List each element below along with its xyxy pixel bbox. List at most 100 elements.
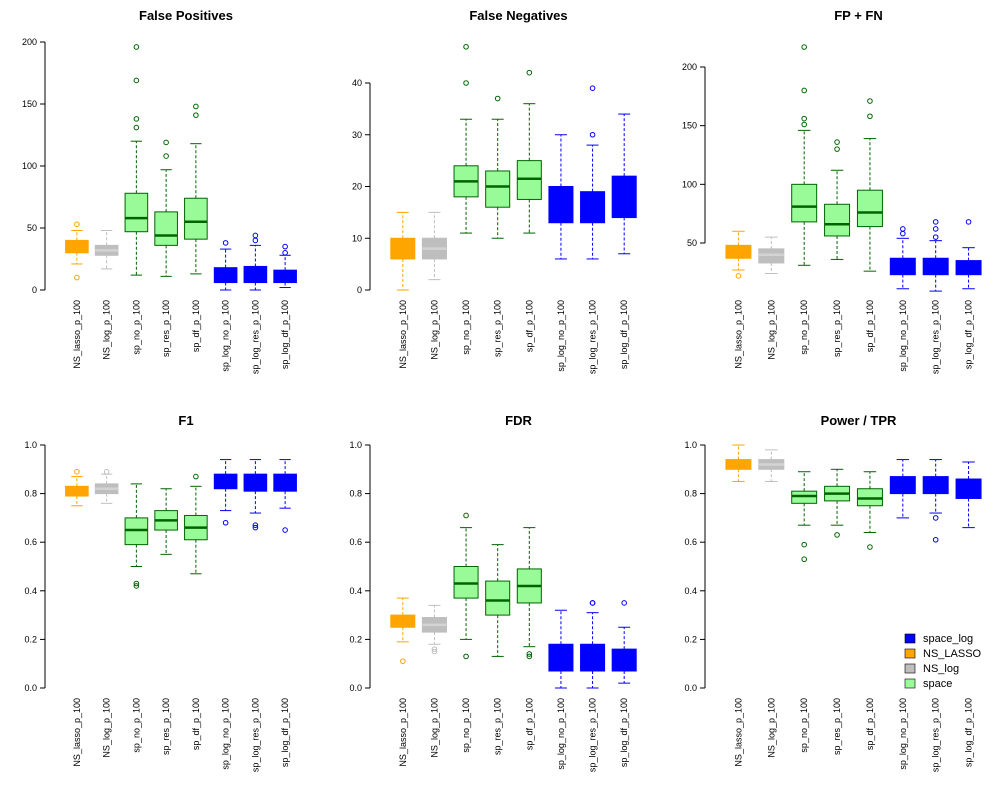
panel-title: FDR: [505, 413, 532, 428]
y-tick-label: 200: [22, 37, 37, 47]
box-sp_df_p_100: [184, 473, 208, 575]
y-tick-label: 100: [682, 179, 697, 189]
x-tick-label: sp_log_df_p_100: [280, 300, 290, 369]
panel-title: FP + FN: [834, 8, 883, 23]
x-tick-label: sp_no_p_100: [461, 698, 471, 753]
panel-title: False Positives: [139, 8, 233, 23]
box-sp_no_p_100: [791, 471, 818, 563]
x-tick-label: sp_no_p_100: [799, 300, 809, 355]
y-tick-label: 200: [682, 62, 697, 72]
x-tick-label: NS_lasso_p_100: [398, 698, 408, 767]
outlier-point: [252, 522, 259, 528]
panel-title: Power / TPR: [821, 413, 897, 428]
x-tick-label: sp_log_no_p_100: [898, 300, 908, 372]
box-NS_lasso_p_100: [65, 468, 89, 507]
x-tick-label: sp_log_res_p_100: [588, 300, 598, 374]
panel-6: Power / TPR 0.0 0.2 0.4 0.6 0.8 1.0 NS_lasso_p_…: [684, 413, 982, 772]
y-tick-label: 0.2: [684, 634, 697, 644]
box-sp_log_df_p_100: [273, 243, 297, 289]
y-tick-label: 0.6: [684, 537, 697, 547]
box-NS_log_p_100: [94, 229, 119, 270]
outlier-point: [163, 139, 169, 146]
iqr-box: [791, 183, 818, 223]
outlier-point: [74, 221, 80, 228]
y-tick-label: 150: [682, 121, 697, 131]
outlier-point: [589, 600, 596, 606]
box-sp_res_p_100: [824, 139, 851, 260]
outlier-point: [526, 653, 533, 660]
box-sp_no_p_100: [453, 512, 479, 660]
y-tick-label: 0.4: [24, 586, 37, 596]
x-tick-label: sp_log_res_p_100: [588, 698, 598, 772]
outlier-point: [801, 556, 807, 563]
box-NS_lasso_p_100: [65, 221, 89, 281]
outlier-point: [133, 580, 140, 587]
x-tick-label: NS_log_p_100: [102, 300, 112, 360]
x-tick-label: sp_df_p_100: [524, 698, 534, 750]
outlier-point: [463, 653, 469, 660]
box-sp_log_res_p_100: [922, 459, 949, 543]
outlier-point: [801, 121, 807, 128]
box-NS_lasso_p_100: [390, 597, 416, 665]
x-tick-label: sp_log_res_p_100: [931, 698, 941, 772]
box-sp_log_no_p_100: [548, 134, 574, 260]
box-sp_no_p_100: [791, 44, 818, 266]
x-tick-label: NS_log_p_100: [102, 698, 112, 758]
outlier-point: [834, 532, 840, 538]
outlier-point: [431, 646, 438, 652]
outlier-point: [801, 541, 807, 548]
iqr-box: [580, 191, 606, 224]
iqr-box: [485, 170, 511, 208]
outlier-point: [526, 651, 533, 657]
outlier-point: [463, 43, 469, 50]
outlier-point: [163, 153, 169, 159]
box-sp_df_p_100: [516, 527, 542, 660]
iqr-box: [485, 580, 511, 616]
x-tick-label: sp_log_df_p_100: [964, 300, 974, 369]
iqr-box: [184, 197, 208, 240]
y-tick-label: 0: [357, 285, 362, 295]
legend-swatch-NS_lasso: [904, 648, 916, 659]
legend-label-space: space: [923, 678, 952, 690]
iqr-box: [824, 203, 851, 237]
outlier-point: [801, 115, 807, 122]
outlier-point: [801, 44, 807, 50]
y-tick-label: 0.6: [24, 537, 37, 547]
outlier-point: [133, 124, 140, 131]
iqr-box: [516, 160, 542, 200]
x-tick-label: sp_res_p_100: [161, 698, 171, 755]
x-tick-label: sp_log_df_p_100: [619, 698, 629, 767]
y-tick-label: 0.0: [349, 683, 362, 693]
y-tick-label: 0.0: [684, 683, 697, 693]
box-sp_df_p_100: [856, 98, 883, 272]
box-NS_log_p_100: [758, 236, 785, 275]
x-tick-label: NS_lasso_p_100: [398, 300, 408, 369]
panel-4: F1 0.0 0.2 0.4 0.6 0.8 1.0 NS_lasso_p_100 NS_log…: [24, 413, 297, 772]
box-sp_res_p_100: [154, 488, 178, 555]
outlier-point: [867, 113, 873, 120]
outlier-point: [252, 237, 259, 244]
y-tick-label: 0.4: [684, 586, 697, 596]
box-NS_log_p_100: [421, 604, 447, 655]
box-NS_lasso_p_100: [390, 211, 416, 291]
y-tick-label: 0.8: [684, 489, 697, 499]
box-sp_log_no_p_100: [213, 240, 238, 291]
x-tick-label: sp_log_df_p_100: [280, 698, 290, 767]
box-sp_log_res_p_100: [243, 459, 268, 531]
x-tick-label: sp_res_p_100: [493, 698, 503, 755]
outlier-point: [867, 98, 873, 104]
box-NS_log_p_100: [421, 211, 447, 281]
outlier-point: [431, 648, 438, 655]
outlier-point: [932, 226, 939, 232]
box-sp_log_df_p_100: [611, 600, 637, 684]
legend-swatch-space_log: [904, 633, 916, 644]
outlier-point: [282, 527, 288, 533]
y-tick-label: 0.8: [24, 489, 37, 499]
y-tick-label: 50: [27, 223, 37, 233]
box-sp_res_p_100: [485, 95, 511, 239]
outlier-point: [589, 85, 596, 91]
x-tick-label: sp_log_no_p_100: [556, 698, 566, 770]
box-sp_log_res_p_100: [580, 85, 606, 260]
